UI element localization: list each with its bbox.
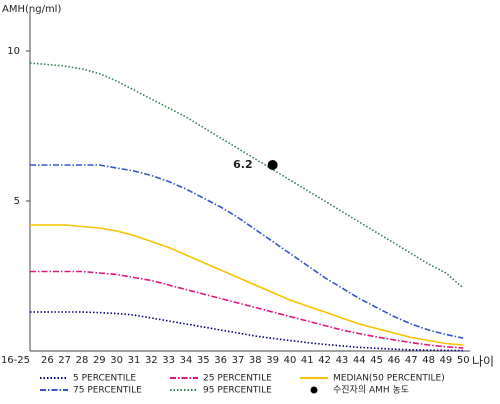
x-tick-label: 28 <box>76 355 89 366</box>
x-tick-label: 48 <box>422 355 435 366</box>
x-tick-label: 29 <box>93 355 106 366</box>
x-tick-label: 36 <box>214 355 227 366</box>
x-tick-label: 45 <box>370 355 383 366</box>
x-tick-label: 47 <box>405 355 418 366</box>
y-tick-label: 10 <box>7 46 20 57</box>
series-line <box>30 224 464 346</box>
legend-label: 수진자의 AMH 농도 <box>333 385 409 396</box>
x-tick-label: 39 <box>266 355 279 366</box>
patient-value-label: 6.2 <box>233 158 253 171</box>
x-tick-label: 35 <box>197 355 210 366</box>
x-tick-label: 16-25 <box>1 355 30 366</box>
legend-label: 95 PERCENTILE <box>203 386 272 396</box>
legend-label: 5 PERCENTILE <box>73 374 136 384</box>
x-tick-label: 27 <box>58 355 71 366</box>
y-axis-label: AMH(ng/ml) <box>2 4 61 15</box>
x-tick-label: 43 <box>336 355 349 366</box>
x-tick-label: 33 <box>162 355 175 366</box>
x-tick-label: 40 <box>284 355 297 366</box>
x-tick-label: 44 <box>353 355 366 366</box>
x-tick-label: 49 <box>440 355 453 366</box>
x-tick-label: 26 <box>41 355 54 366</box>
x-tick-label: 30 <box>110 355 123 366</box>
series-line <box>30 270 464 349</box>
series-line <box>30 311 464 352</box>
patient-point <box>267 160 278 170</box>
x-axis-label: 나이 <box>472 355 494 369</box>
x-tick-label: 42 <box>318 355 331 366</box>
x-tick-label: 41 <box>301 355 314 366</box>
x-tick-label: 31 <box>128 355 141 366</box>
legend-swatch <box>310 386 318 394</box>
x-tick-label: 37 <box>232 355 245 366</box>
y-tick-label: 5 <box>14 196 20 207</box>
series-line <box>29 62 464 289</box>
x-tick-label: 34 <box>180 355 193 366</box>
x-tick-label: 46 <box>388 355 401 366</box>
x-tick-label: 38 <box>249 355 262 366</box>
legend-label: 25 PERCENTILE <box>203 374 272 384</box>
series-line <box>30 164 464 339</box>
legend-label: MEDIAN(50 PERCENTILE) <box>333 374 445 384</box>
x-tick-label: 32 <box>145 355 158 366</box>
legend-label: 75 PERCENTILE <box>73 386 142 396</box>
x-tick-label: 50 <box>457 355 470 366</box>
